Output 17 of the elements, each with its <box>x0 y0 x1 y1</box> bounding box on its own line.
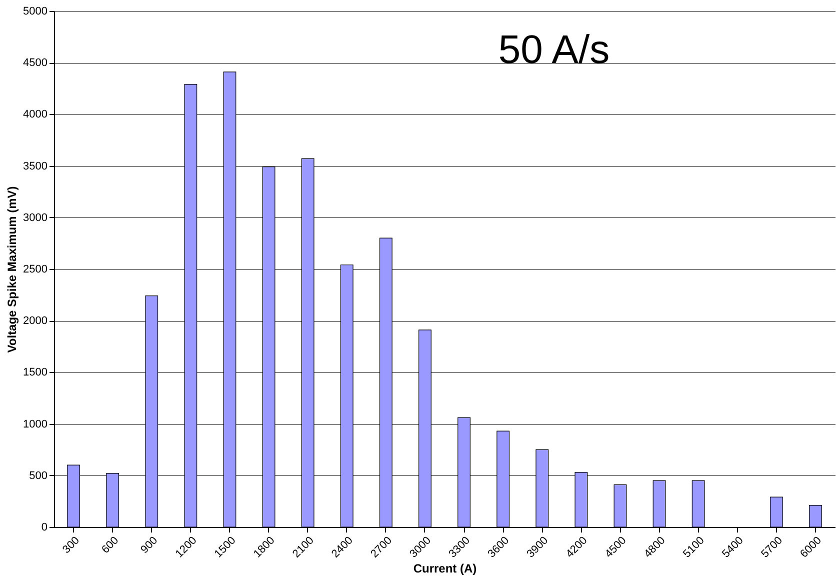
x-tick-label: 300 <box>60 534 82 556</box>
y-tick-label: 2500 <box>23 264 48 276</box>
y-tick-label: 4000 <box>23 108 48 121</box>
y-tick-label: 4500 <box>23 57 48 70</box>
x-tick-label: 900 <box>138 534 160 556</box>
y-tick-label: 500 <box>29 470 48 482</box>
y-tick-label: 1000 <box>23 418 48 430</box>
x-axis-title: Current (A) <box>413 562 477 576</box>
annotation: 50 A/s <box>498 28 610 72</box>
y-tick-label: 5000 <box>23 6 48 18</box>
y-tick-label: 2000 <box>23 315 48 328</box>
y-tick-label: 0 <box>41 522 48 534</box>
y-tick-label: 3500 <box>23 160 48 172</box>
y-tick-label: 3000 <box>23 212 48 224</box>
x-tick-label: 600 <box>100 534 122 556</box>
y-axis-title: Voltage Spike Maximum (mV) <box>5 186 20 353</box>
y-tick-label: 1500 <box>23 366 48 379</box>
